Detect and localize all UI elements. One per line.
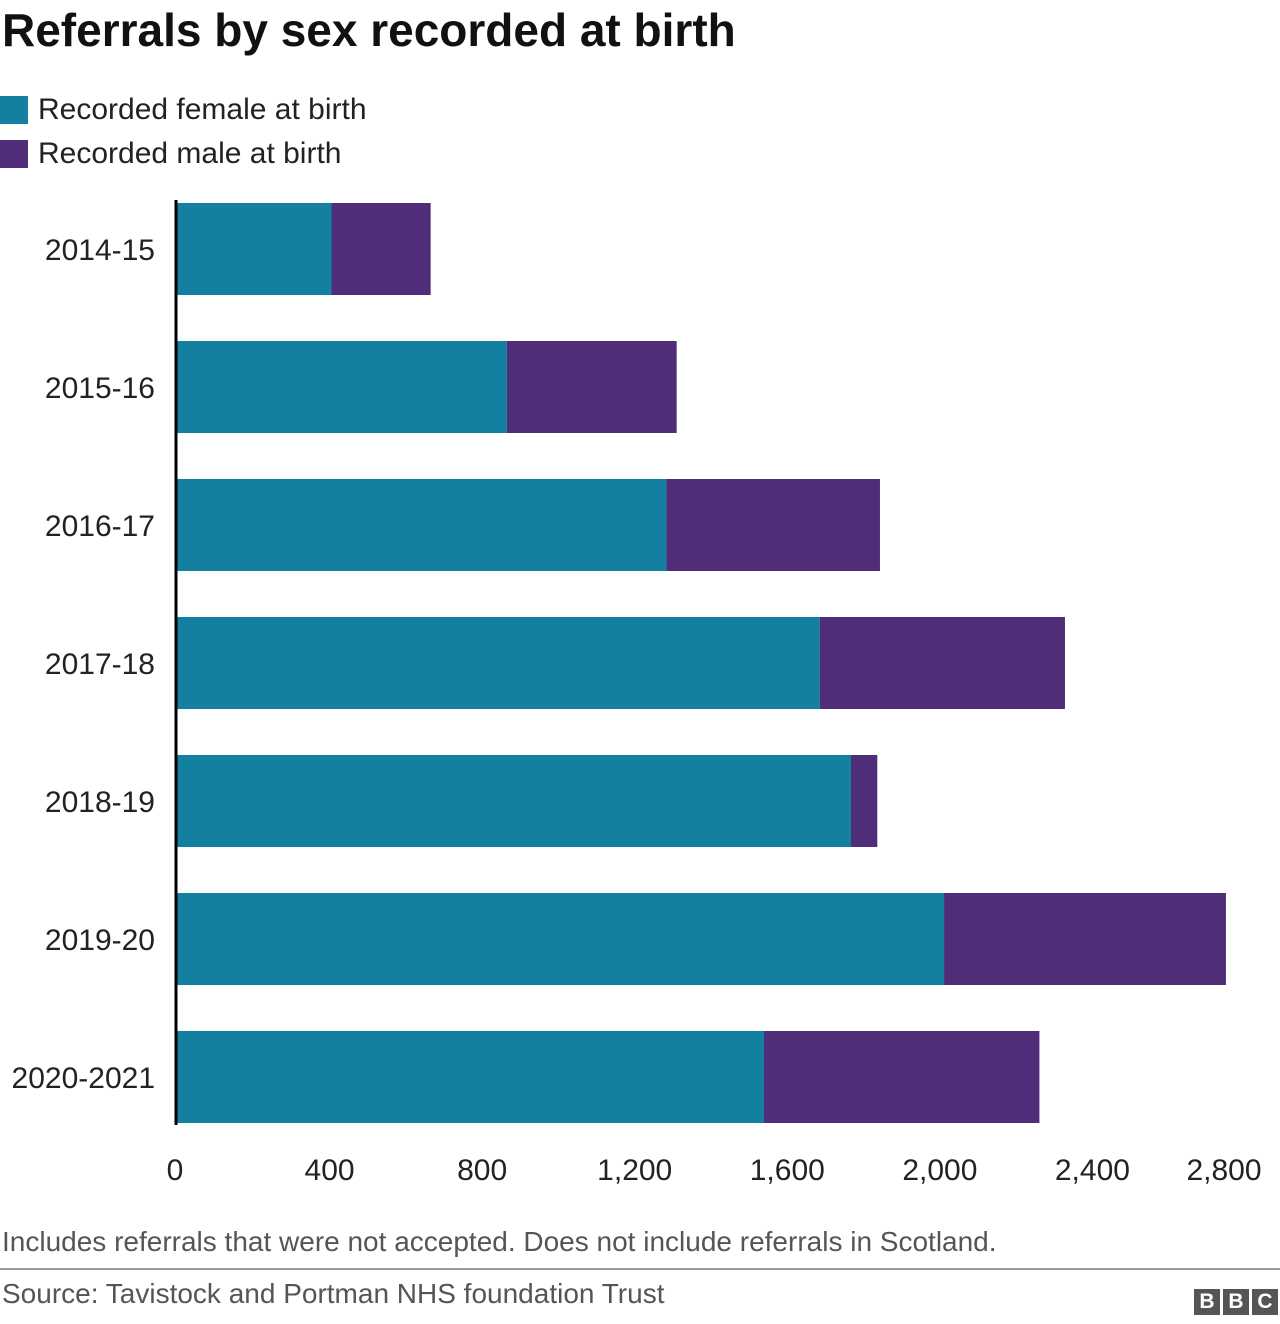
bar-female — [177, 1031, 765, 1123]
bar-male — [850, 755, 878, 847]
bar-male — [819, 617, 1065, 709]
footer-divider — [0, 1268, 1280, 1270]
bar-chart: 2014-15 2015-16 2016-17 2017-18 2018-19 2019-… — [12, 200, 1262, 1187]
category-label: 2017-18 — [45, 648, 155, 681]
category-label: 2014-15 — [45, 234, 155, 267]
source-text: Source: Tavistock and Portman NHS founda… — [2, 1278, 665, 1309]
legend-label-female: Recorded female at birth — [38, 93, 367, 126]
category-label: 2018-19 — [45, 786, 155, 819]
chart-title: Referrals by sex recorded at birth — [2, 4, 736, 56]
bbc-logo-letter: B — [1194, 1289, 1220, 1315]
bbc-logo-letter: C — [1252, 1289, 1278, 1315]
bar-female — [177, 893, 945, 985]
bar-female — [177, 617, 820, 709]
x-tick-label: 400 — [305, 1154, 355, 1187]
chart-note: Includes referrals that were not accepte… — [2, 1226, 997, 1257]
bar-female — [177, 479, 667, 571]
bbc-logo: B B C — [1194, 1289, 1278, 1315]
legend-swatch-female — [0, 96, 28, 124]
bar-female — [177, 203, 332, 295]
category-label: 2019-20 — [45, 924, 155, 957]
x-tick-label: 1,200 — [597, 1154, 672, 1187]
bar-male — [666, 479, 880, 571]
category-label: 2015-16 — [45, 372, 155, 405]
legend-item-male: Recorded male at birth — [0, 132, 367, 176]
legend-label-male: Recorded male at birth — [38, 137, 342, 170]
x-tick-label: 800 — [457, 1154, 507, 1187]
x-tick-label: 2,400 — [1055, 1154, 1130, 1187]
bar-female — [177, 341, 507, 433]
x-tick-label: 1,600 — [750, 1154, 825, 1187]
bar-male — [944, 893, 1226, 985]
x-tick-label: 2,000 — [902, 1154, 977, 1187]
bbc-logo-letter: B — [1223, 1289, 1249, 1315]
x-tick-label: 2,800 — [1186, 1154, 1261, 1187]
bar-male — [506, 341, 677, 433]
category-label: 2020-2021 — [12, 1062, 155, 1095]
x-tick-label: 0 — [167, 1154, 184, 1187]
legend-item-female: Recorded female at birth — [0, 88, 367, 132]
bar-male — [331, 203, 431, 295]
legend-swatch-male — [0, 140, 28, 168]
legend: Recorded female at birth Recorded male a… — [0, 88, 367, 176]
bar-female — [177, 755, 851, 847]
category-label: 2016-17 — [45, 510, 155, 543]
bar-male — [764, 1031, 1040, 1123]
